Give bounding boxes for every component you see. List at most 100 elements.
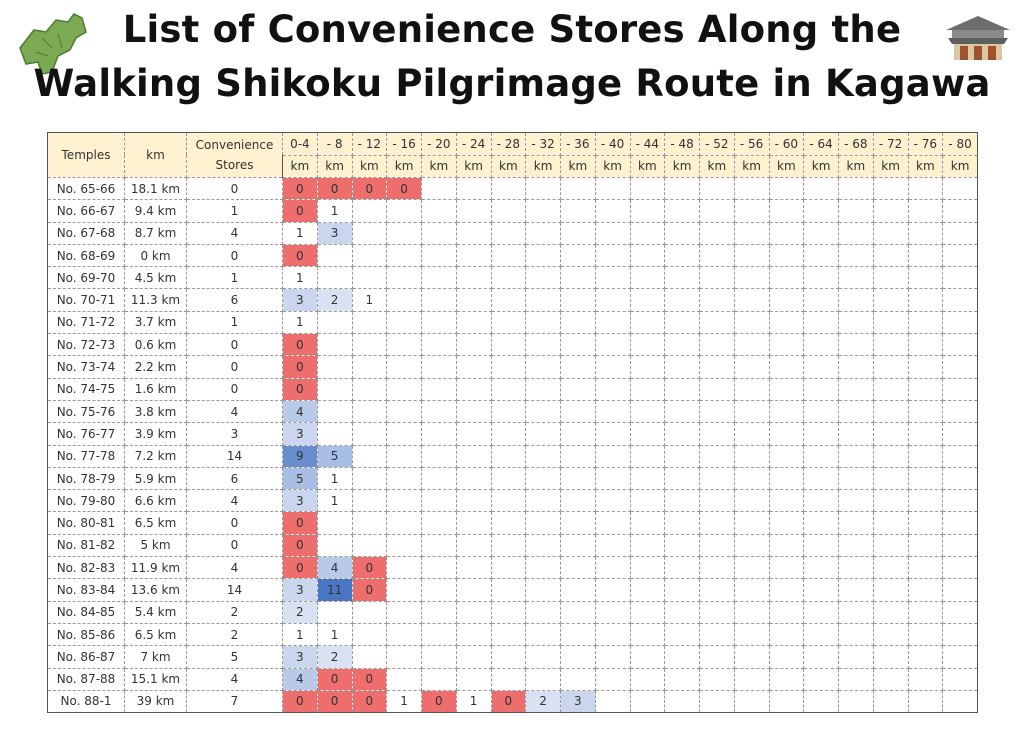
empty-cell	[699, 377, 735, 401]
empty-cell	[525, 377, 561, 401]
bin-count: 1	[316, 622, 353, 647]
empty-cell	[629, 199, 666, 223]
empty-cell	[490, 533, 527, 558]
empty-cell	[942, 199, 978, 223]
table-row: No. 79-80 6.6 km 4 3 1	[47, 489, 978, 513]
empty-cell	[803, 466, 839, 491]
empty-cell	[490, 489, 527, 513]
empty-cell	[594, 399, 631, 424]
empty-cell	[733, 266, 770, 290]
empty-cell	[733, 221, 770, 245]
empty-cell	[594, 622, 631, 647]
distance: 11.9 km	[124, 556, 187, 580]
empty-cell	[768, 377, 805, 401]
empty-cell	[942, 288, 978, 312]
empty-cell	[838, 667, 874, 691]
empty-cell	[594, 556, 631, 580]
bin-count: 0	[490, 689, 527, 714]
bin-count: 4	[282, 667, 318, 691]
empty-cell	[386, 667, 422, 691]
distance: 0.6 km	[124, 333, 187, 357]
bin-count: 0	[351, 667, 388, 691]
empty-cell	[699, 667, 735, 691]
empty-cell	[907, 466, 944, 491]
empty-cell	[421, 333, 457, 357]
empty-cell	[907, 288, 944, 312]
bin-count: 0	[351, 176, 388, 201]
empty-cell	[386, 622, 422, 647]
empty-cell	[490, 578, 527, 602]
temple-pair: No. 66-67	[47, 199, 125, 223]
empty-cell	[594, 444, 631, 468]
empty-cell	[490, 199, 527, 223]
empty-cell	[803, 243, 839, 268]
empty-cell	[942, 489, 978, 513]
store-count: 4	[186, 667, 283, 691]
empty-cell	[664, 622, 700, 647]
empty-cell	[733, 176, 770, 201]
bin-unit: km	[386, 154, 422, 178]
empty-cell	[942, 556, 978, 580]
empty-cell	[838, 533, 874, 558]
empty-cell	[560, 556, 596, 580]
empty-cell	[664, 310, 700, 335]
empty-cell	[455, 310, 492, 335]
empty-cell	[594, 645, 631, 669]
empty-cell	[872, 377, 909, 401]
table-row: No. 73-74 2.2 km 0 0	[47, 355, 978, 379]
empty-cell	[629, 645, 666, 669]
empty-cell	[455, 444, 492, 468]
empty-cell	[733, 444, 770, 468]
empty-cell	[421, 399, 457, 424]
bin-count: 1	[282, 266, 318, 290]
empty-cell	[803, 511, 839, 535]
table-row: No. 80-81 6.5 km 0 0	[47, 511, 978, 535]
empty-cell	[594, 533, 631, 558]
empty-cell	[629, 533, 666, 558]
empty-cell	[838, 243, 874, 268]
empty-cell	[907, 622, 944, 647]
temple-pair: No. 88-1	[47, 689, 125, 714]
empty-cell	[490, 556, 527, 580]
empty-cell	[386, 243, 422, 268]
bin-header: - 76	[907, 132, 944, 156]
empty-cell	[386, 310, 422, 335]
temple-pair: No. 83-84	[47, 578, 125, 602]
empty-cell	[525, 466, 561, 491]
bin-count: 0	[282, 377, 318, 401]
bin-header: - 80	[942, 132, 978, 156]
empty-cell	[316, 333, 353, 357]
empty-cell	[803, 689, 839, 714]
table-row: No. 65-66 18.1 km 0 0 0 0 0	[47, 176, 978, 201]
empty-cell	[351, 422, 388, 446]
store-count: 0	[186, 176, 283, 201]
bin-unit: km	[803, 154, 839, 178]
empty-cell	[733, 355, 770, 379]
empty-cell	[942, 377, 978, 401]
empty-cell	[594, 355, 631, 379]
empty-cell	[733, 489, 770, 513]
empty-cell	[907, 355, 944, 379]
bin-count: 2	[525, 689, 561, 714]
table-row: No. 68-69 0 km 0 0	[47, 243, 978, 268]
empty-cell	[838, 600, 874, 624]
bin-count: 2	[316, 645, 353, 669]
bin-count: 0	[282, 333, 318, 357]
empty-cell	[872, 466, 909, 491]
empty-cell	[942, 622, 978, 647]
empty-cell	[907, 511, 944, 535]
empty-cell	[386, 645, 422, 669]
empty-cell	[733, 622, 770, 647]
bin-count: 0	[282, 533, 318, 558]
empty-cell	[803, 333, 839, 357]
empty-cell	[907, 578, 944, 602]
empty-cell	[421, 310, 457, 335]
empty-cell	[838, 221, 874, 245]
empty-cell	[699, 689, 735, 714]
empty-cell	[907, 176, 944, 201]
temple-pair: No. 74-75	[47, 377, 125, 401]
empty-cell	[664, 333, 700, 357]
empty-cell	[907, 199, 944, 223]
empty-cell	[733, 511, 770, 535]
empty-cell	[560, 466, 596, 491]
